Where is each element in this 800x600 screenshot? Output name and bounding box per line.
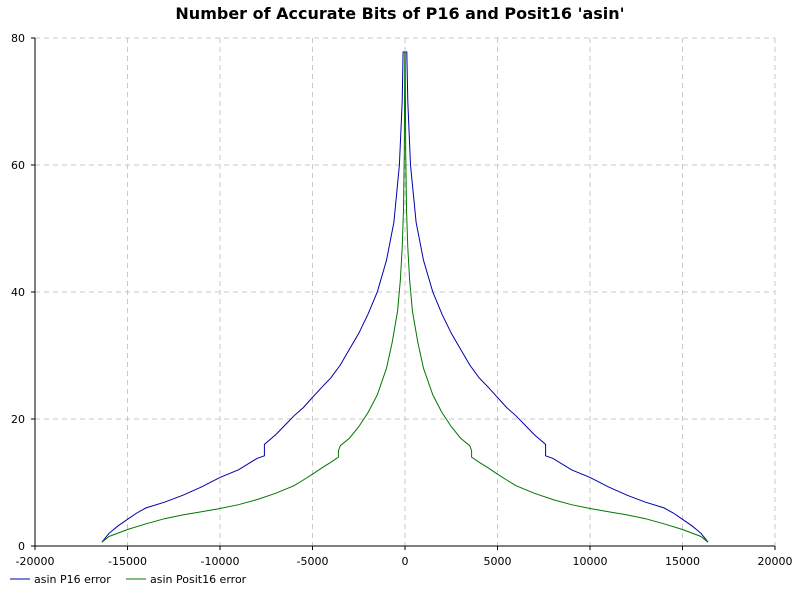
x-tick-label: -5000 [297,555,329,568]
x-tick-label: 20000 [758,555,793,568]
y-tick-label: 80 [11,32,25,45]
y-tick-label: 20 [11,413,25,426]
x-tick-label: 10000 [573,555,608,568]
series-line-1 [101,51,709,543]
x-tick-label: -15000 [108,555,147,568]
chart-title: Number of Accurate Bits of P16 and Posit… [175,4,624,23]
legend-label-1: asin P16 error [34,573,111,586]
legend-label-2: asin Posit16 error [150,573,247,586]
x-tick-label: -10000 [201,555,240,568]
legend: asin P16 error asin Posit16 error [10,573,247,586]
y-tick-label: 60 [11,159,25,172]
plot-area: -20000 -15000 -10000 -5000 0 5000 10000 15000 20… [11,32,793,568]
series-line-2 [101,51,709,543]
y-tick-label: 0 [18,540,25,553]
x-tick-label: 15000 [665,555,700,568]
y-tick-label: 40 [11,286,25,299]
x-tick-label: -20000 [16,555,55,568]
x-tick-label: 5000 [484,555,512,568]
x-tick-label: 0 [402,555,409,568]
